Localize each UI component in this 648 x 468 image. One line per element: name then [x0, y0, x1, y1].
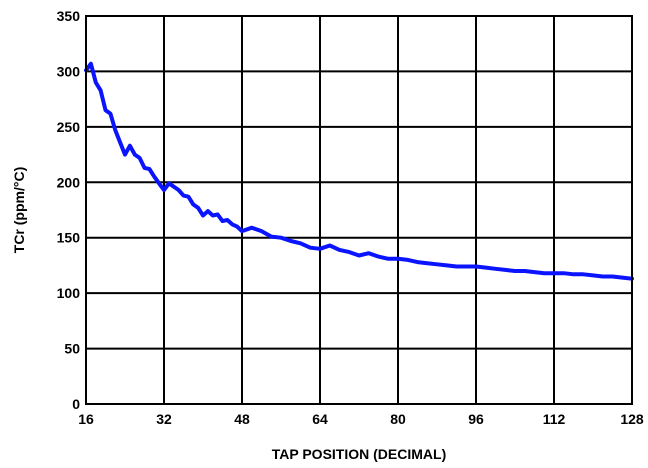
y-tick-label: 300	[57, 63, 81, 79]
grid	[85, 15, 633, 405]
x-tick-label: 48	[234, 411, 250, 427]
y-tick-label: 100	[57, 285, 81, 301]
y-tick-label: 250	[57, 119, 81, 135]
x-axis-ticks: 16 32 48 64 80 96 112 128	[78, 411, 644, 427]
x-axis-label: TAP POSITION (DECIMAL)	[272, 446, 446, 462]
x-tick-label: 64	[312, 411, 328, 427]
series-line-0	[84, 61, 634, 281]
y-tick-label: 150	[57, 230, 81, 246]
x-tick-label: 80	[390, 411, 406, 427]
y-tick-label: 200	[57, 174, 81, 190]
y-axis-label: TCr (ppm/°C)	[11, 167, 27, 253]
x-tick-label: 96	[468, 411, 484, 427]
y-tick-label: 350	[57, 8, 81, 24]
x-tick-label: 16	[78, 411, 94, 427]
x-tick-label: 32	[156, 411, 172, 427]
x-tick-label: 112	[543, 411, 566, 427]
y-tick-label: 50	[64, 341, 80, 357]
y-tick-label: 0	[72, 396, 80, 412]
y-axis-ticks: 0 50 100 150 200 250 300 350	[57, 8, 81, 412]
plot-frame	[85, 15, 633, 405]
series-layer	[84, 61, 634, 281]
x-tick-label: 128	[620, 411, 644, 427]
